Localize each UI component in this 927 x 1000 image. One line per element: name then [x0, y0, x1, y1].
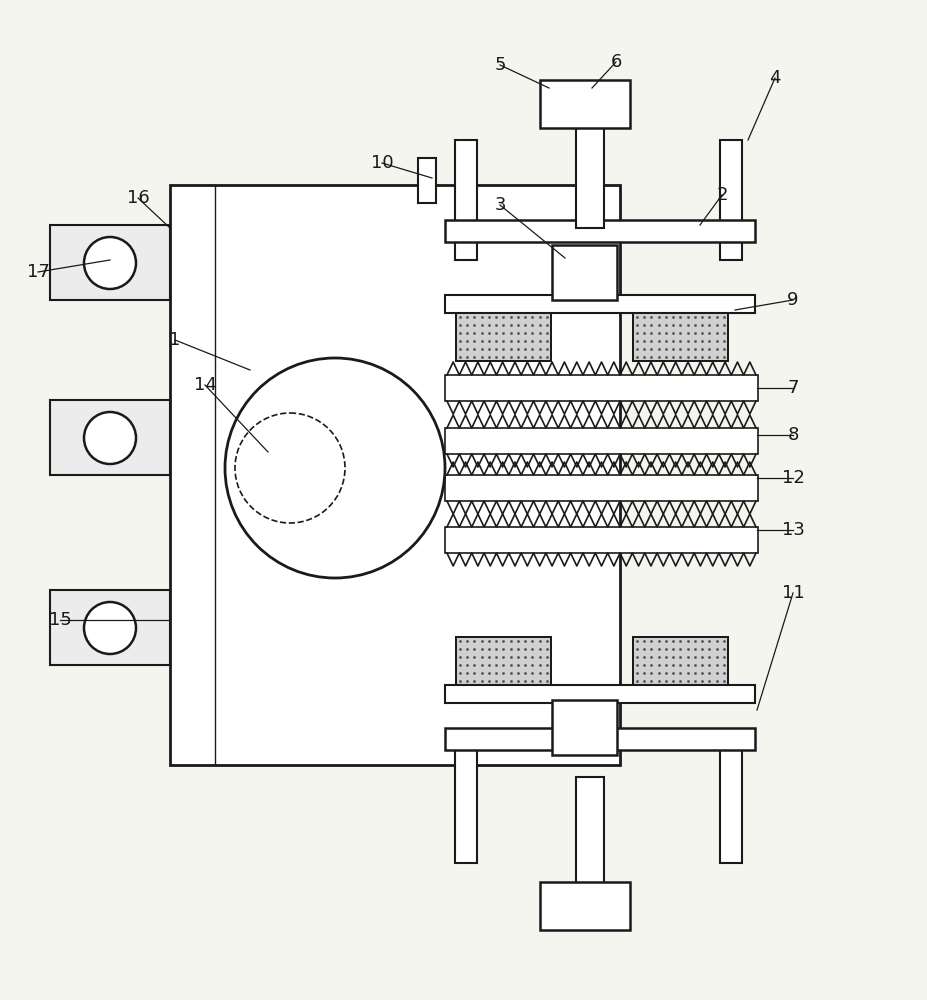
Bar [445, 685, 755, 703]
Bar [455, 140, 477, 260]
Bar [633, 637, 728, 685]
Bar [540, 80, 630, 128]
Text: 13: 13 [781, 521, 805, 539]
Bar [720, 745, 742, 863]
Text: 5: 5 [494, 56, 506, 74]
Bar [456, 313, 551, 361]
Text: 10: 10 [371, 154, 393, 172]
Text: 8: 8 [787, 426, 799, 444]
Text: 12: 12 [781, 469, 805, 487]
Bar [576, 777, 604, 884]
Bar [456, 637, 551, 685]
Bar [633, 313, 728, 361]
Bar [633, 313, 728, 361]
Circle shape [235, 413, 345, 523]
Bar [552, 245, 617, 300]
Text: 14: 14 [194, 376, 216, 394]
Text: 9: 9 [787, 291, 799, 309]
Text: 15: 15 [48, 611, 71, 629]
Text: 4: 4 [769, 69, 781, 87]
Bar [720, 140, 742, 260]
Bar [50, 225, 170, 300]
Bar [456, 313, 551, 361]
Bar [418, 158, 436, 203]
Bar [445, 728, 755, 750]
Text: 17: 17 [27, 263, 49, 281]
Text: 2: 2 [717, 186, 728, 204]
Bar [552, 700, 617, 755]
Bar [445, 295, 755, 313]
Bar [445, 475, 758, 501]
Text: 1: 1 [170, 331, 181, 349]
Bar [456, 637, 551, 685]
Bar [445, 428, 758, 454]
Bar [50, 590, 170, 665]
Text: 7: 7 [787, 379, 799, 397]
Circle shape [84, 602, 136, 654]
Text: 16: 16 [127, 189, 149, 207]
Bar [540, 882, 630, 930]
Circle shape [225, 358, 445, 578]
Bar [445, 527, 758, 553]
Bar [50, 400, 170, 475]
Text: 11: 11 [781, 584, 805, 602]
Text: 6: 6 [610, 53, 622, 71]
Text: 3: 3 [494, 196, 506, 214]
Bar [445, 220, 755, 242]
Bar [170, 185, 620, 765]
Circle shape [84, 412, 136, 464]
Bar [576, 128, 604, 228]
Bar [633, 637, 728, 685]
Bar [445, 375, 758, 401]
Bar [455, 745, 477, 863]
Circle shape [84, 237, 136, 289]
